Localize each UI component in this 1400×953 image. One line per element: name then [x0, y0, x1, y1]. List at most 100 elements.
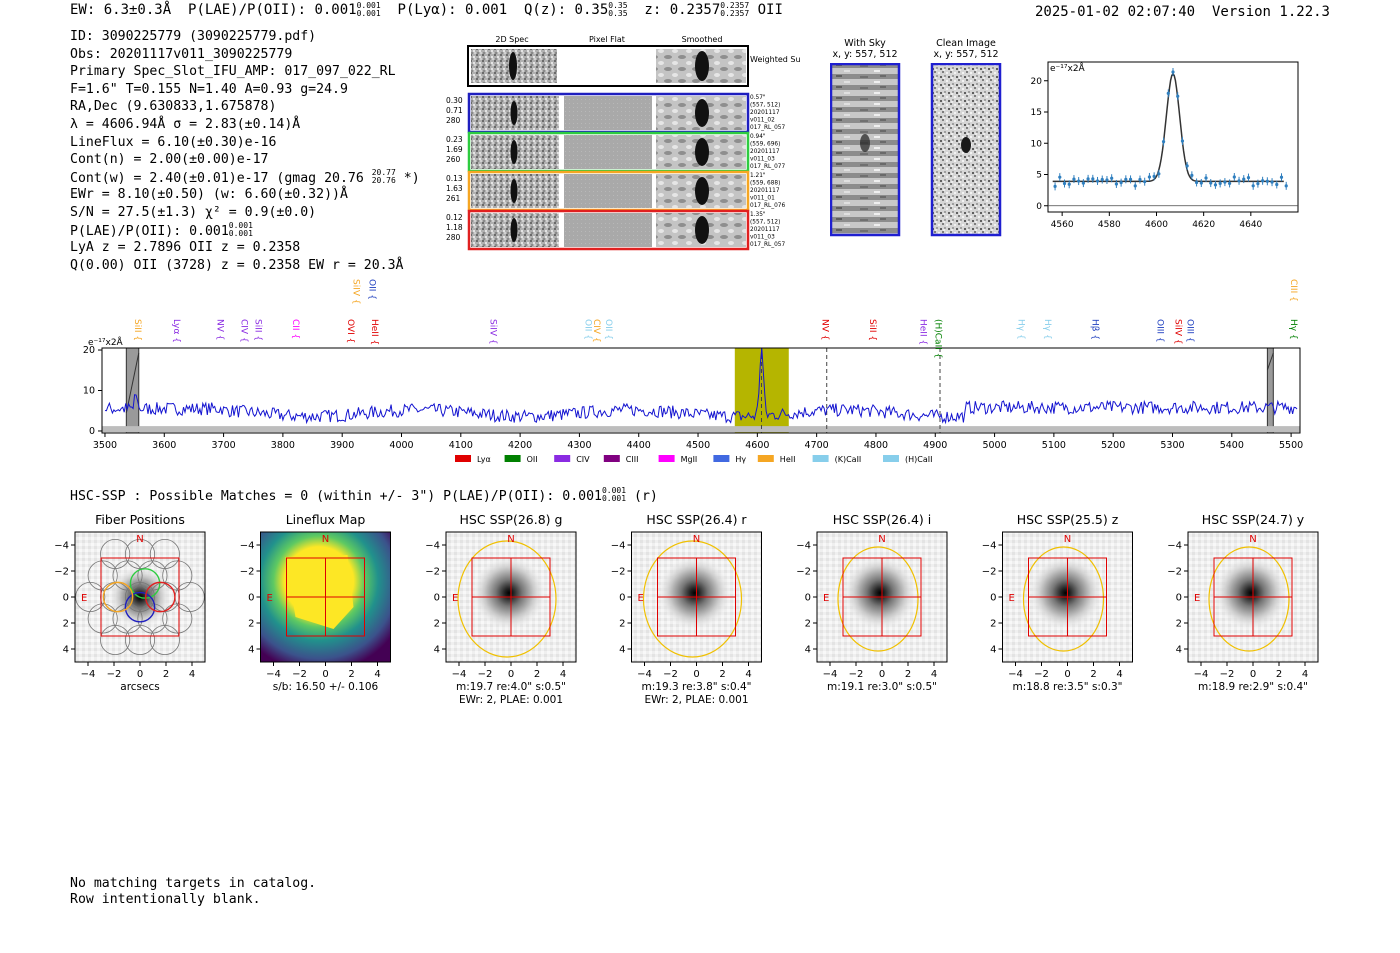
legend-label: MgII — [681, 455, 698, 464]
north-label: N — [878, 534, 885, 545]
panel-caption-2: EWr: 2, PLAE: 0.001 — [644, 694, 748, 706]
header-version: Version 1.22.3 — [1211, 4, 1330, 20]
panel-xtick-label: 2 — [1090, 669, 1096, 680]
panel-xtick-label: 4 — [374, 669, 380, 680]
panel-xtick-label: −4 — [1008, 669, 1023, 680]
spectral-line-label: Hγ { — [1042, 319, 1052, 340]
panel-ytick-label: −2 — [796, 567, 811, 578]
spectral-line-label: HeII { — [917, 319, 927, 345]
spectral-line-label: OII { — [582, 319, 592, 340]
zoom-point — [1161, 140, 1166, 144]
zoom-point — [1228, 181, 1232, 186]
cutout-frame — [467, 209, 750, 251]
info-lambda: λ = 4606.94Å σ = 2.83(±0.14)Å — [70, 116, 301, 132]
with-sky-sub: x, y: 557, 512 — [832, 49, 898, 60]
panel-title: HSC SSP(24.7) y — [1202, 512, 1305, 527]
zoom-point — [1072, 177, 1076, 181]
header-z: z: 0.2357 — [644, 2, 721, 18]
panel-caption: arcsecs — [120, 681, 159, 693]
zoom-point — [1133, 184, 1137, 188]
spectral-line-label: CIII { — [1288, 279, 1298, 302]
cutout-right-label: (559, 688) — [750, 181, 780, 187]
cutout-left-label: 1.63 — [446, 184, 463, 193]
cutout-left-label: 280 — [446, 116, 461, 125]
spec-xtick-label: 4000 — [389, 440, 413, 451]
spectral-line-label: SiII { — [253, 319, 263, 341]
cutout-right-label: 20201117 — [750, 149, 780, 155]
panel-title: HSC SSP(25.5) z — [1017, 512, 1119, 527]
footer-line2: Row intentionally blank. — [70, 892, 261, 907]
panel-ytick-label: 4 — [805, 645, 811, 656]
cutout-right-label: 20201117 — [750, 188, 780, 194]
cutout-right-label: (559, 696) — [750, 142, 780, 148]
cutout-emission — [510, 218, 518, 242]
panel-ytick-label: 0 — [248, 593, 254, 604]
panel-ytick-label: 2 — [619, 619, 625, 630]
legend-label: (H)CaII — [905, 455, 932, 464]
clean-image-sub: x, y: 557, 512 — [933, 49, 999, 60]
fiber-circle — [75, 581, 106, 613]
panel-xtick-label: −4 — [1194, 669, 1209, 680]
spectral-line-label: CIV { — [591, 319, 601, 343]
panel-caption: m:19.7 re:4.0" s:0.5" — [456, 681, 566, 693]
info-contw-sub: 20.76 — [371, 175, 396, 185]
fiber-circle — [137, 603, 168, 634]
hsc-summary-end: (r) — [634, 489, 658, 504]
panel-caption: m:18.8 re:3.5" s:0.3" — [1013, 681, 1123, 693]
fiber-highlight — [124, 591, 156, 623]
east-label: E — [1009, 593, 1015, 604]
panel-ytick-label: −4 — [796, 541, 811, 552]
spectral-line-label: OII { — [366, 279, 376, 300]
cutout-left-label: 280 — [446, 233, 461, 242]
zoom-ylabel: e⁻¹⁷x2Å — [1050, 62, 1086, 74]
cutout-left-label: 1.69 — [446, 145, 463, 154]
panel-title: HSC SSP(26.8) g — [460, 512, 563, 527]
panel-caption: m:19.3 re:3.8" s:0.4" — [642, 681, 752, 693]
east-label: E — [638, 593, 644, 604]
cutout-right-label: (557, 512) — [750, 220, 780, 226]
east-label: E — [1194, 593, 1200, 604]
spec-xtick-label: 4300 — [567, 440, 591, 451]
clean-image-source — [961, 137, 971, 153]
zoom-ytick-label: 15 — [1031, 108, 1042, 118]
legend-swatch — [455, 455, 471, 462]
panel-xtick-label: 0 — [879, 669, 885, 680]
panel-xtick-label: −2 — [1034, 669, 1049, 680]
zoom-point — [1091, 177, 1095, 181]
zoom-point — [1119, 181, 1123, 185]
col-title-smoothed: Smoothed — [682, 35, 723, 44]
zoom-point — [1058, 175, 1062, 179]
cutout-emission-smoothed — [695, 177, 709, 205]
zoom-point — [1100, 177, 1104, 182]
info-obs: Obs: 20201117v011_3090225779 — [70, 46, 293, 62]
fiber-circle — [124, 581, 156, 613]
legend-label: OII — [527, 455, 538, 464]
panel-xtick-label: −4 — [452, 669, 467, 680]
fiber-highlight — [102, 581, 134, 613]
legend-swatch — [757, 455, 774, 462]
header-plae: P(LAE)/P(OII): 0.001 — [188, 2, 357, 18]
legend-label: CIII — [626, 455, 639, 464]
spec-xtick-label: 4500 — [686, 440, 710, 451]
info-plae: P(LAE)/P(OII): 0.001 — [70, 223, 229, 239]
zoom-point — [1077, 179, 1081, 183]
cutout-emission-smoothed — [695, 99, 709, 127]
zoom-point — [1237, 179, 1241, 183]
panel-xtick-label: 0 — [322, 669, 328, 680]
fiber-circle — [100, 538, 131, 570]
north-label: N — [693, 534, 700, 545]
panel-ytick-label: 0 — [434, 593, 440, 604]
info-plae-sup: 0.001 — [228, 220, 253, 230]
panel-xtick-label: 4 — [931, 669, 937, 680]
panel-source — [1027, 555, 1104, 631]
legend-swatch — [554, 455, 571, 462]
panel-xtick-label: −4 — [823, 669, 838, 680]
panel-ytick-label: 4 — [1176, 645, 1182, 656]
spec-xtick-label: 4800 — [864, 440, 888, 451]
col-title-2dspec: 2D Spec — [495, 35, 528, 44]
zoom-point — [1261, 179, 1265, 183]
info-lya: LyA z = 2.7896 OII z = 0.2358 — [70, 240, 301, 256]
cutout-left-label: 0.12 — [446, 213, 463, 222]
spectral-line-label: Hβ { — [1089, 319, 1099, 340]
